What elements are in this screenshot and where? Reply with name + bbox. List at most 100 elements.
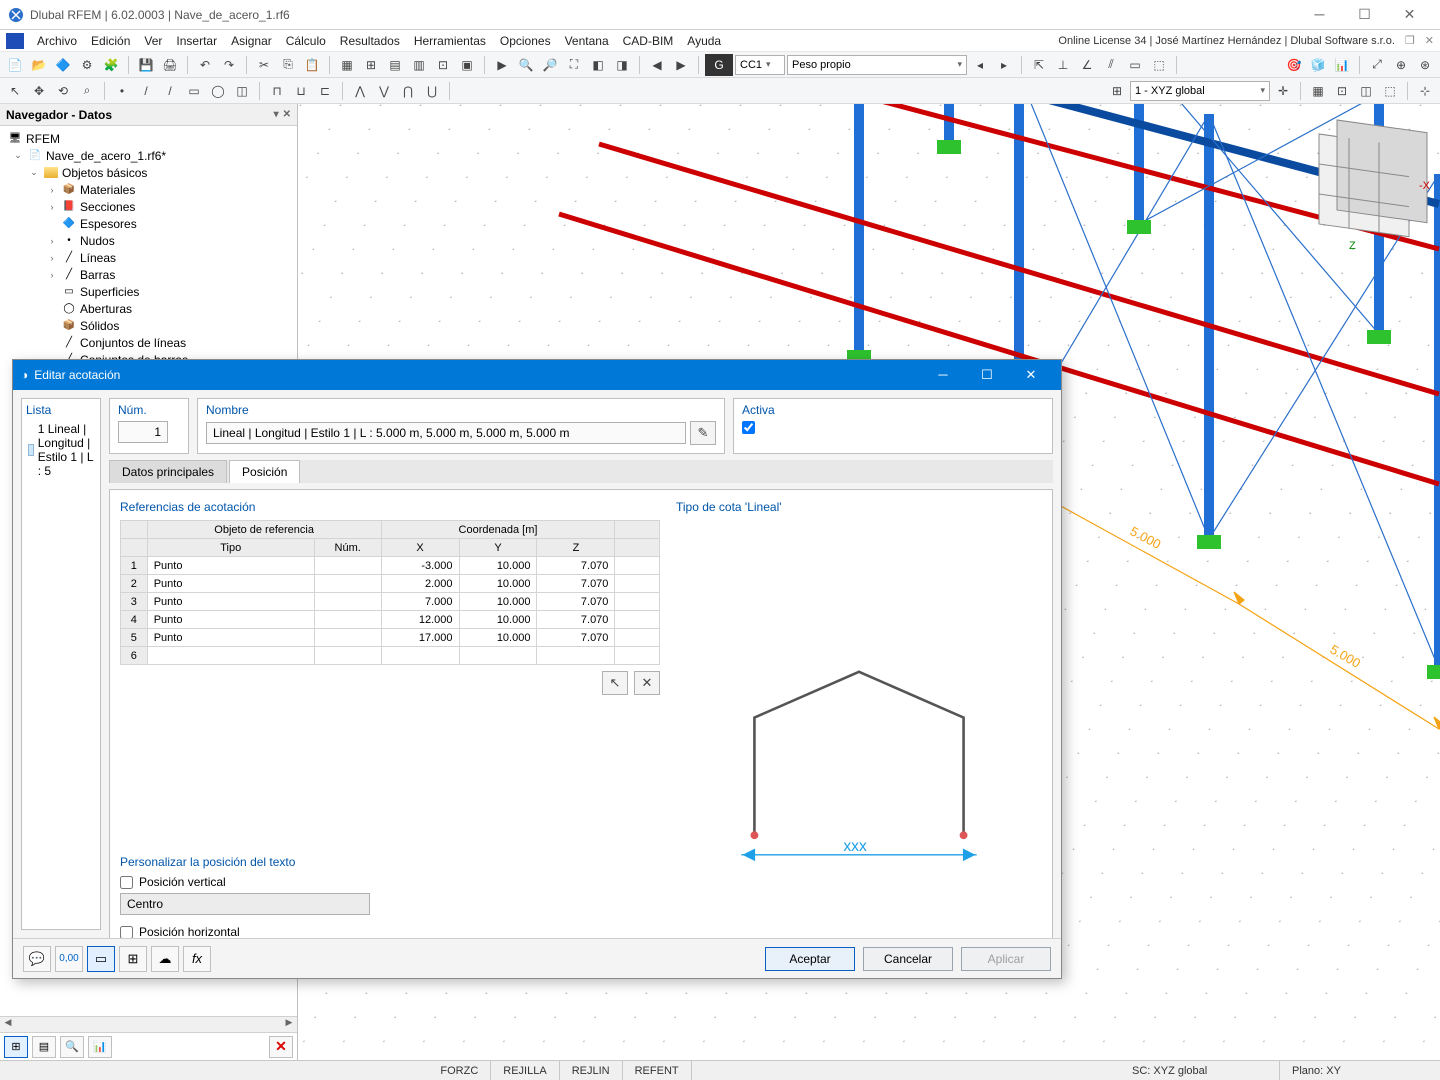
- status-refent[interactable]: REFENT: [623, 1061, 692, 1080]
- zoom-icon[interactable]: 🔎: [539, 54, 561, 76]
- zoomw-icon[interactable]: ⌕: [76, 80, 98, 102]
- tab-datos-principales[interactable]: Datos principales: [109, 460, 227, 483]
- t2-icon[interactable]: ◨: [611, 54, 633, 76]
- sel-icon[interactable]: ↖: [4, 80, 26, 102]
- menu-cad-bim[interactable]: CAD-BIM: [616, 32, 681, 50]
- tree-item[interactable]: ›╱Barras: [0, 266, 297, 283]
- e2-icon[interactable]: ⊡: [1331, 80, 1353, 102]
- grid6-icon[interactable]: ▣: [456, 54, 478, 76]
- num-input[interactable]: [118, 421, 168, 443]
- v6-icon[interactable]: ⬚: [1148, 54, 1170, 76]
- menu-ayuda[interactable]: Ayuda: [680, 32, 728, 50]
- tree-item[interactable]: ›╱Líneas: [0, 249, 297, 266]
- tree-item[interactable]: 🔷Espesores: [0, 215, 297, 232]
- restore-child-icon[interactable]: ❐: [1405, 34, 1415, 47]
- loadcase-combo[interactable]: CC1▾: [735, 55, 785, 75]
- nav-pin-icon[interactable]: ▾: [274, 109, 279, 120]
- wizard-icon[interactable]: 🧩: [100, 54, 122, 76]
- sb-icon[interactable]: ⊔: [290, 80, 312, 102]
- r2-icon[interactable]: 🧊: [1307, 54, 1329, 76]
- load-name-combo[interactable]: Peso propio▾: [787, 55, 967, 75]
- menu-herramientas[interactable]: Herramientas: [407, 32, 493, 50]
- pos-h-check[interactable]: Posición horizontal: [120, 925, 660, 938]
- sc-icon[interactable]: ⊏: [314, 80, 336, 102]
- save-icon[interactable]: 💾: [135, 54, 157, 76]
- tree-item[interactable]: ›📦Materiales: [0, 181, 297, 198]
- table-row[interactable]: 5Punto17.00010.0007.070: [121, 629, 660, 647]
- menu-archivo[interactable]: Archivo: [30, 32, 84, 50]
- grid3-icon[interactable]: ▤: [384, 54, 406, 76]
- open-icon2[interactable]: ◯: [207, 80, 229, 102]
- arrow-r-icon[interactable]: ▶: [670, 54, 692, 76]
- cut-icon[interactable]: ✂: [253, 54, 275, 76]
- open-icon[interactable]: 📂: [28, 54, 50, 76]
- redo-icon[interactable]: ↷: [218, 54, 240, 76]
- tree-item[interactable]: ◯Aberturas: [0, 300, 297, 317]
- cs1-icon[interactable]: ⊞: [1106, 80, 1128, 102]
- ok-button[interactable]: Aceptar: [765, 947, 855, 971]
- paste-icon[interactable]: 📋: [301, 54, 323, 76]
- menu-insertar[interactable]: Insertar: [169, 32, 224, 50]
- tree-item[interactable]: ▭Superficies: [0, 283, 297, 300]
- sf-icon[interactable]: ⋂: [397, 80, 419, 102]
- status-rejlin[interactable]: REJLIN: [560, 1061, 623, 1080]
- gear-icon[interactable]: ⚙: [76, 54, 98, 76]
- pan-icon[interactable]: ✥: [28, 80, 50, 102]
- nav-close-icon[interactable]: ✕: [283, 109, 291, 120]
- sd-icon[interactable]: ⋀: [349, 80, 371, 102]
- e1-icon[interactable]: ▦: [1307, 80, 1329, 102]
- grid4-icon[interactable]: ▥: [408, 54, 430, 76]
- apply-button[interactable]: Aplicar: [961, 947, 1051, 971]
- app-menu-icon[interactable]: [6, 33, 24, 49]
- table-pick-icon[interactable]: ↖: [602, 671, 628, 695]
- menu-cálculo[interactable]: Cálculo: [279, 32, 333, 50]
- calc-icon[interactable]: ▶: [491, 54, 513, 76]
- layer1-icon[interactable]: ▭: [87, 946, 115, 972]
- v5-icon[interactable]: ▭: [1124, 54, 1146, 76]
- r1-icon[interactable]: 🎯: [1283, 54, 1305, 76]
- e3-icon[interactable]: ◫: [1355, 80, 1377, 102]
- active-checkbox[interactable]: [742, 421, 755, 434]
- table-row[interactable]: 3Punto7.00010.0007.070: [121, 593, 660, 611]
- status-forzc[interactable]: FORZC: [428, 1061, 491, 1080]
- search-icon[interactable]: 🔍: [515, 54, 537, 76]
- menu-ventana[interactable]: Ventana: [558, 32, 616, 50]
- menu-opciones[interactable]: Opciones: [493, 32, 558, 50]
- tree-item[interactable]: 📦Sólidos: [0, 317, 297, 334]
- blocks-icon[interactable]: 🔷: [52, 54, 74, 76]
- table-row[interactable]: 4Punto12.00010.0007.070: [121, 611, 660, 629]
- r6-icon[interactable]: ⊛: [1414, 54, 1436, 76]
- copy-icon[interactable]: ⎘: [277, 54, 299, 76]
- dialog-minimize-icon[interactable]: ─: [921, 367, 965, 383]
- se-icon[interactable]: ⋁: [373, 80, 395, 102]
- solid-icon[interactable]: ◫: [231, 80, 253, 102]
- name-input[interactable]: [206, 422, 686, 444]
- grid5-icon[interactable]: ⊡: [432, 54, 454, 76]
- tree-file[interactable]: ⌄📄Nave_de_acero_1.rf6*: [0, 147, 297, 164]
- help-icon[interactable]: 💬: [23, 946, 51, 972]
- menu-edición[interactable]: Edición: [84, 32, 137, 50]
- xyz-icon[interactable]: ✛: [1272, 80, 1294, 102]
- reference-table[interactable]: Objeto de referenciaCoordenada [m] TipoN…: [120, 520, 660, 665]
- menu-ver[interactable]: Ver: [137, 32, 169, 50]
- r5-icon[interactable]: ⊕: [1390, 54, 1412, 76]
- e5-icon[interactable]: ⊹: [1414, 80, 1436, 102]
- table-delete-icon[interactable]: ✕: [634, 671, 660, 695]
- table-row[interactable]: 1Punto-3.00010.0007.070: [121, 557, 660, 575]
- pos-v-check[interactable]: Posición vertical: [120, 875, 660, 889]
- cloud-icon[interactable]: ☁: [151, 946, 179, 972]
- nav-tab-results-icon[interactable]: 📊: [88, 1036, 112, 1058]
- coord-combo[interactable]: 1 - XYZ global▾: [1130, 81, 1270, 101]
- fx-icon[interactable]: fx: [183, 946, 211, 972]
- tab-posicion[interactable]: Posición: [229, 460, 300, 483]
- tree-root[interactable]: 🖥RFEM: [0, 130, 297, 147]
- status-rejilla[interactable]: REJILLA: [491, 1061, 559, 1080]
- r3-icon[interactable]: 📊: [1331, 54, 1353, 76]
- nav-scrollbar[interactable]: ◀▶: [0, 1016, 297, 1032]
- filter-icon[interactable]: ⛶: [563, 54, 585, 76]
- arrow-l-icon[interactable]: ◀: [646, 54, 668, 76]
- r4-icon[interactable]: ⤢: [1366, 54, 1388, 76]
- nav-delete-icon[interactable]: ✕: [269, 1036, 293, 1058]
- member-icon[interactable]: /: [159, 80, 181, 102]
- close-button[interactable]: ✕: [1387, 6, 1432, 23]
